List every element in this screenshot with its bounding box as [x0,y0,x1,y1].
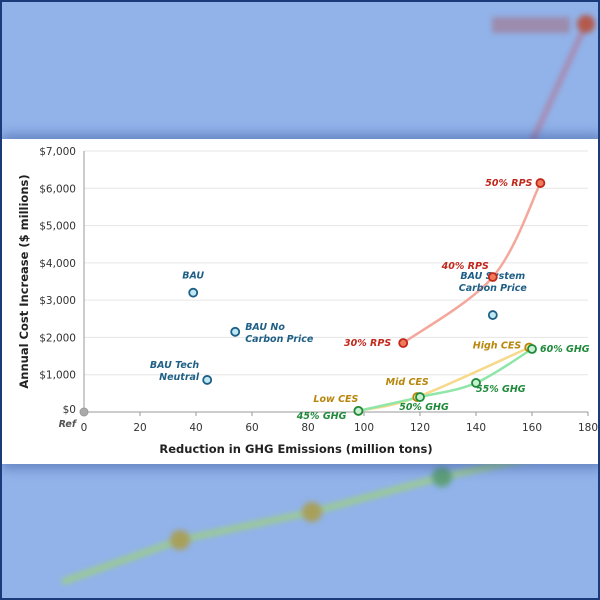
data-point [527,344,537,354]
y-axis-title: Annual Cost Increase ($ millions) [17,174,31,388]
data-label: 55% GHG [476,384,526,395]
x-axis-title: Reduction in GHG Emissions (million tons… [159,442,432,456]
data-point [415,392,425,402]
data-point [202,375,213,385]
data-point [230,326,241,337]
data-label: 50% RPS [485,178,532,189]
data-point [188,287,199,298]
y-tick-label: $4,000 [39,258,76,270]
y-tick-label: $2,000 [39,332,76,344]
reference-label: Ref [59,419,78,430]
y-tick-label: $0 [63,404,76,416]
data-label: BAU [182,271,204,282]
data-point [487,272,498,282]
data-label: Mid CES [386,377,429,388]
data-label: 50% GHG [399,402,449,413]
x-tick-label: 60 [245,422,258,434]
chart-panel: $0 $1,000 $2,000 $3,000 $4,000 $5,000 $6,000 $7… [2,139,598,464]
x-tick-label: 0 [81,422,88,434]
data-label: Low CES [313,394,358,405]
x-tick-label: 180 [578,422,598,434]
chart-svg: $0 $1,000 $2,000 $3,000 $4,000 $5,000 $6,000 $7… [17,146,598,456]
x-tick-label: 140 [466,422,486,434]
data-point [535,178,546,188]
x-tick-label: 20 [133,422,146,434]
data-label: 40% RPS [441,261,489,272]
x-tick-label: 100 [354,422,374,434]
y-tick-label: $1,000 [39,370,76,382]
x-tick-label: 120 [410,422,430,434]
data-label: 30% RPS [344,338,391,349]
data-label: 45% GHG [296,411,347,422]
data-point [398,338,409,348]
data-point [353,405,364,416]
reference-point [79,407,89,417]
y-tick-label: $3,000 [39,295,76,307]
data-point [471,378,481,388]
data-point [487,310,498,320]
y-tick-label: $7,000 [39,146,76,158]
data-label: BAU Tech Neutral [150,360,200,383]
series-line-ghg [358,347,533,413]
x-tick-label: 80 [301,422,314,434]
y-tick-label: $5,000 [39,221,76,233]
data-label: High CES [473,340,522,351]
x-tick-label: 40 [189,422,202,434]
data-label: BAU No Carbon Price [245,322,314,345]
x-tick-label: 160 [522,422,542,434]
y-tick-label: $6,000 [39,183,76,195]
data-label: 60% GHG [540,344,590,355]
